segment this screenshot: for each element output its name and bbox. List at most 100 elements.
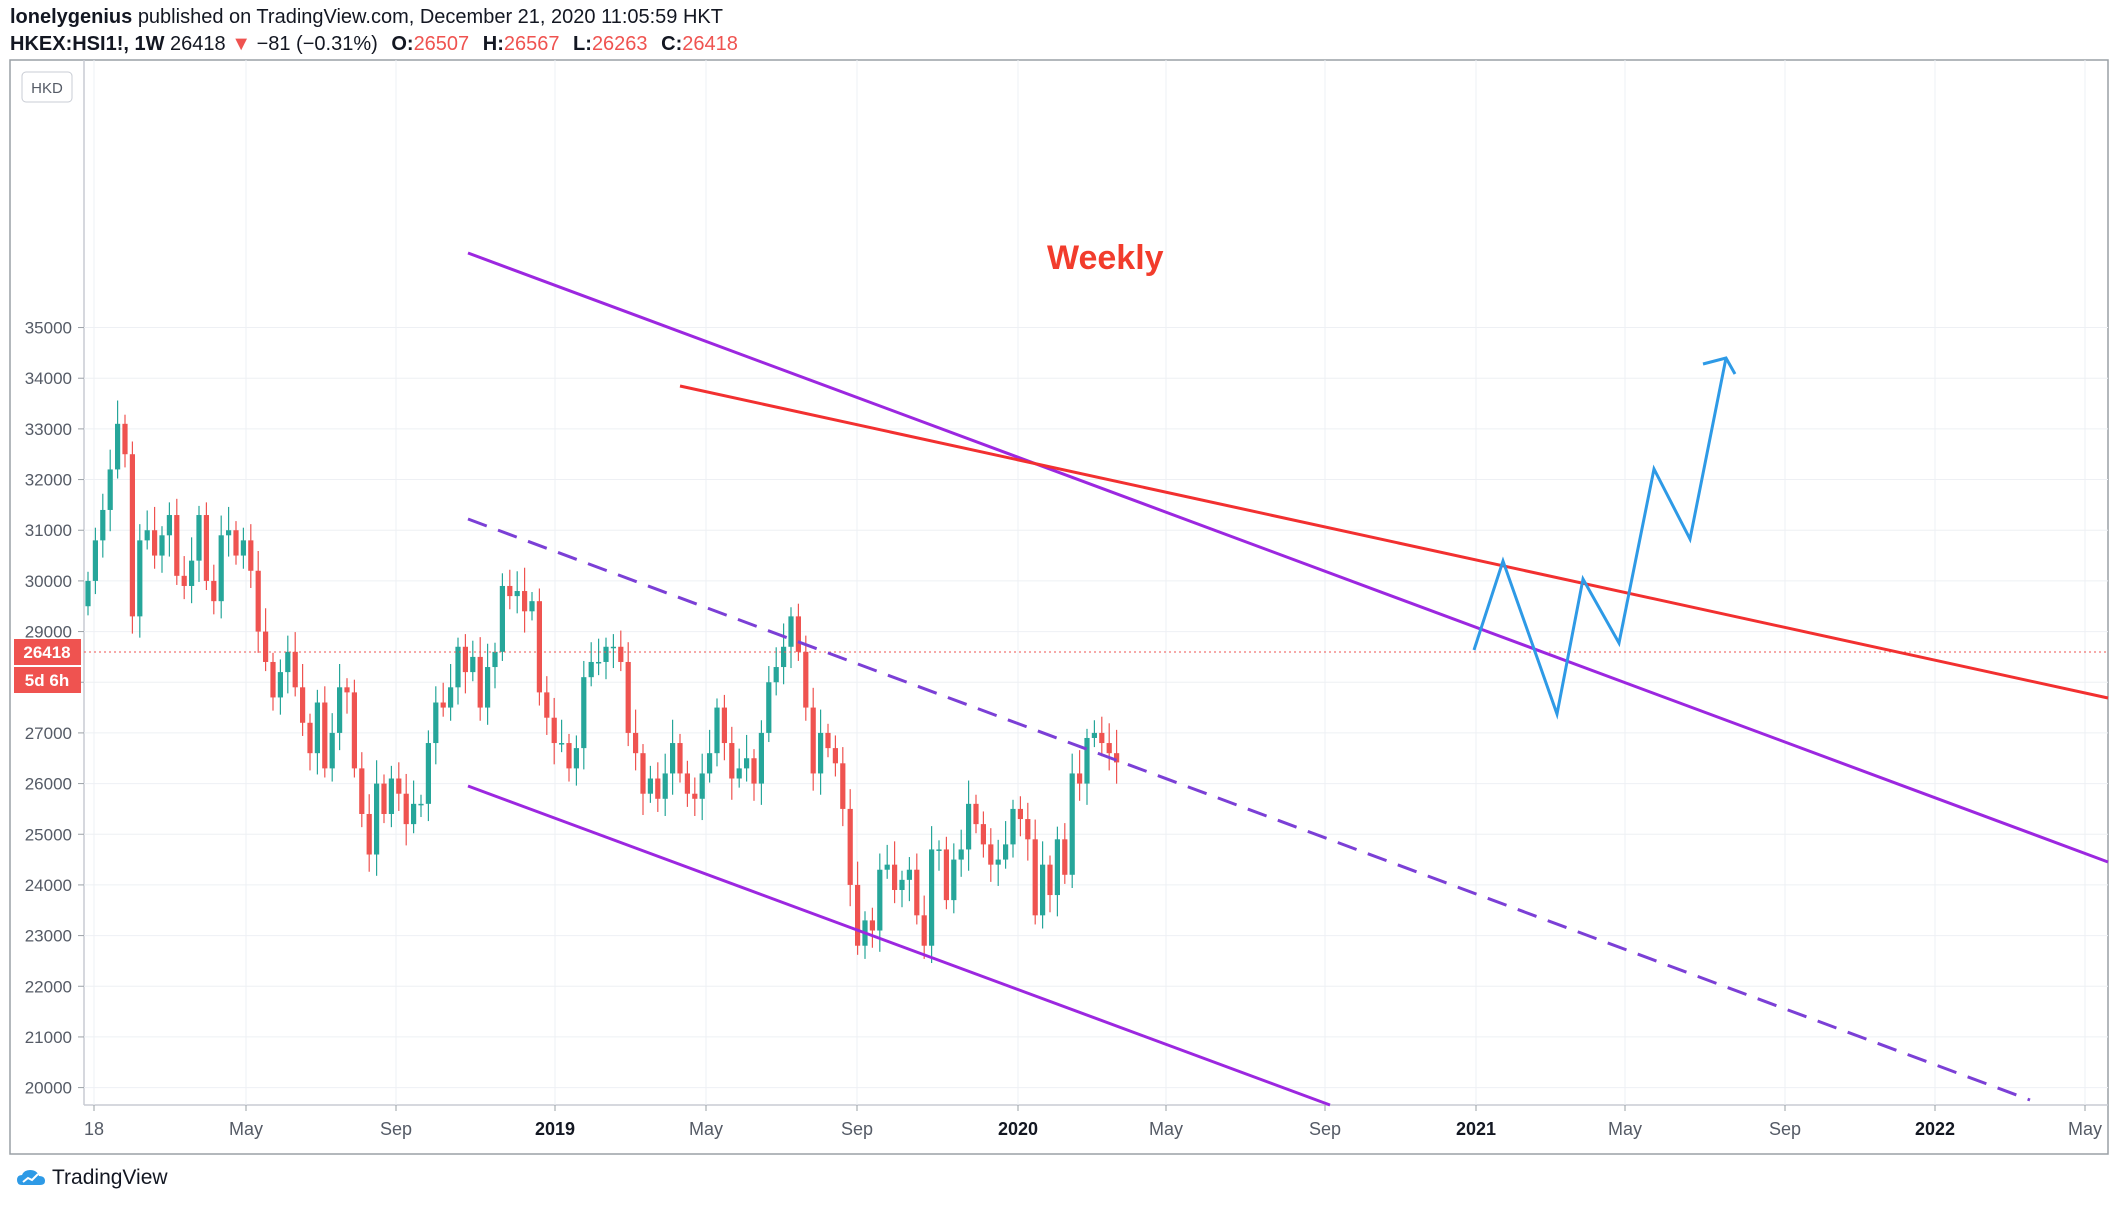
candle-body (359, 768, 365, 814)
candle-body (625, 661, 631, 733)
candle (418, 794, 424, 818)
channel-median-line[interactable] (467, 517, 2031, 1102)
channel-upper-line[interactable] (467, 251, 2109, 864)
time-tick-label: May (689, 1119, 723, 1139)
candle-body (107, 469, 113, 510)
countdown-label: 5d 6h (25, 671, 69, 690)
candle-body (1003, 844, 1009, 860)
down-triangle-icon: ▼ (231, 33, 252, 55)
candle-body (566, 743, 572, 769)
candle-body (995, 859, 1001, 865)
drawings (467, 251, 2109, 1107)
candle (359, 752, 365, 828)
candle (995, 839, 1001, 886)
candle-body (477, 656, 483, 708)
candle-body (1062, 839, 1068, 875)
arrow-head-icon (1702, 356, 1737, 375)
price-tick-label: 20000 (25, 1079, 72, 1098)
open-value: 26507 (413, 33, 470, 55)
candle-body (92, 540, 98, 581)
candle (344, 678, 350, 714)
resistance-trend-line[interactable] (679, 384, 2109, 700)
candle-body (522, 591, 528, 612)
time-tick-label: May (2068, 1119, 2102, 1139)
candle (137, 524, 143, 638)
candle (396, 762, 402, 811)
candle (840, 747, 846, 827)
candle-body (218, 535, 224, 602)
candle-body (766, 682, 772, 733)
candle-body (292, 651, 298, 688)
author-name[interactable]: lonelygenius (10, 6, 133, 28)
price-chart[interactable]: 20000 21000 22000 23000 24000 25000 26000 27000… (0, 0, 2119, 1160)
close-label: C: (661, 33, 683, 55)
candle (906, 857, 912, 902)
time-tick-label: May (229, 1119, 263, 1139)
candle-body (248, 540, 254, 571)
candle (958, 829, 964, 877)
candle-body (840, 763, 846, 809)
candle-body (440, 702, 446, 708)
candle (1025, 802, 1031, 861)
projection-path[interactable] (1472, 357, 1728, 720)
candle (551, 697, 557, 765)
candle-body (988, 844, 994, 865)
candle (936, 840, 942, 871)
candle-body (1091, 732, 1097, 738)
candle-body (573, 748, 579, 769)
candle (388, 765, 394, 828)
candle (292, 632, 298, 697)
candle (877, 853, 883, 952)
candle-body (758, 732, 764, 784)
candle (721, 694, 727, 761)
channel-lower-line[interactable] (467, 784, 1331, 1107)
price-change: −81 (−0.31%) (256, 33, 378, 55)
high-value: 26567 (503, 33, 560, 55)
candle (773, 647, 779, 696)
candle-body (736, 768, 742, 779)
candle (951, 843, 957, 914)
candle (240, 527, 246, 569)
candle (758, 720, 764, 805)
candle (714, 698, 720, 767)
chart-frame (9, 59, 2109, 1155)
candle (884, 844, 890, 879)
candle (92, 527, 98, 595)
candle-body (211, 580, 217, 602)
candle (85, 571, 91, 616)
candle (174, 498, 180, 585)
time-tick-label: 2020 (998, 1119, 1038, 1139)
candle (307, 713, 313, 771)
candle (795, 603, 801, 661)
candle (218, 515, 224, 619)
candle-body (714, 707, 720, 754)
countdown-badge (14, 667, 81, 693)
time-tick-label: 2019 (535, 1119, 575, 1139)
candle (825, 723, 831, 758)
candle (152, 506, 158, 569)
price-tick-label: 21000 (25, 1028, 72, 1047)
candle (633, 709, 639, 771)
candle-body (455, 646, 461, 688)
candle (1003, 821, 1009, 869)
candle (374, 760, 380, 876)
candle (966, 780, 972, 871)
candle-body (795, 616, 801, 652)
candle-body (499, 585, 505, 652)
candle (1091, 720, 1097, 748)
candle (329, 713, 335, 782)
candle (662, 753, 668, 817)
candle (477, 637, 483, 721)
candle (337, 663, 343, 751)
candle-body (514, 591, 520, 597)
price-axis: 20000 21000 22000 23000 24000 25000 26000 27000… (25, 319, 84, 1098)
candle (618, 630, 624, 672)
candle (899, 870, 905, 908)
candle-body (966, 803, 972, 850)
candle (670, 719, 676, 795)
candle (832, 735, 838, 777)
candle (692, 777, 698, 817)
brand-name[interactable]: TradingView (52, 1166, 168, 1189)
candle-body (618, 646, 624, 662)
candle (411, 780, 417, 834)
